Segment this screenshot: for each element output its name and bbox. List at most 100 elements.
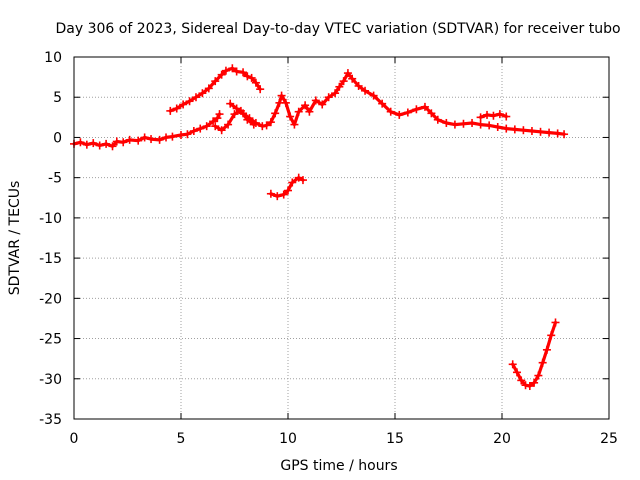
data-point <box>354 81 363 90</box>
data-series-line <box>72 112 222 148</box>
data-point <box>318 100 327 109</box>
data-point <box>286 112 295 121</box>
data-point <box>502 112 511 121</box>
data-point <box>243 115 252 124</box>
chart-title: Day 306 of 2023, Sidereal Day-to-day VTE… <box>55 21 620 37</box>
data-point <box>378 99 387 108</box>
data-point <box>125 135 134 144</box>
data-point <box>301 101 310 110</box>
data-point <box>209 117 218 126</box>
data-point <box>305 107 314 116</box>
data-point <box>525 382 534 391</box>
data-point <box>251 78 260 87</box>
data-point <box>112 137 121 146</box>
data-point <box>288 178 297 187</box>
data-point <box>538 358 547 367</box>
x-tick-label: 20 <box>493 431 511 447</box>
data-point <box>162 133 171 142</box>
x-tick-labels: 0 5 10 15 20 25 <box>70 431 618 447</box>
data-point <box>545 128 554 137</box>
data-point <box>191 93 200 102</box>
data-point <box>284 186 292 195</box>
data-point <box>232 67 241 76</box>
y-tick-label: -35 <box>39 412 62 428</box>
data-point <box>495 110 504 119</box>
data-point <box>331 89 340 98</box>
data-point <box>277 91 286 100</box>
data-point <box>468 118 477 127</box>
data-point <box>189 127 198 136</box>
y-tick-labels: -35 -30 -25 -20 -15 -10 -5 0 5 10 <box>39 50 62 428</box>
y-tick-label: -5 <box>48 171 62 187</box>
data-point <box>290 120 299 129</box>
data-point <box>177 131 185 140</box>
data-point <box>239 68 248 77</box>
data-point <box>215 110 224 119</box>
data-point <box>279 190 288 199</box>
x-tick-label: 25 <box>600 431 618 447</box>
data-point <box>228 64 237 73</box>
data-point <box>311 96 320 105</box>
data-point <box>155 135 164 144</box>
data-point <box>232 104 241 113</box>
y-tick-label: -20 <box>39 291 62 307</box>
data-point <box>403 108 412 117</box>
data-point <box>476 113 485 122</box>
data-point <box>258 122 267 131</box>
x-tick-label: 0 <box>70 431 79 447</box>
data-point <box>224 120 233 129</box>
data-point <box>273 192 282 201</box>
data-point <box>493 122 502 131</box>
data-point <box>521 381 530 390</box>
data-point <box>512 368 521 377</box>
data-point <box>294 107 303 116</box>
data-point <box>204 84 213 93</box>
data-point <box>172 104 181 113</box>
data-point <box>230 110 239 119</box>
data-point <box>166 106 175 115</box>
y-tick-label: -15 <box>39 251 62 267</box>
data-point <box>256 85 265 94</box>
data-point <box>519 126 528 135</box>
data-point <box>168 132 177 141</box>
x-tick-label: 10 <box>279 431 297 447</box>
data-point <box>76 138 85 147</box>
x-axis-title: GPS time / hours <box>280 458 397 474</box>
y-tick-label: 5 <box>53 90 62 106</box>
plot-frame <box>73 56 610 420</box>
data-point <box>395 110 404 119</box>
data-point <box>361 86 370 95</box>
grid <box>74 57 609 419</box>
data-point <box>450 120 459 129</box>
data-point <box>140 133 149 142</box>
data-point <box>179 100 188 109</box>
data-point <box>243 72 252 81</box>
data-point <box>536 127 545 136</box>
data-point <box>427 109 436 118</box>
data-point <box>249 120 258 129</box>
data-point <box>527 127 536 136</box>
data-point <box>298 176 307 185</box>
x-tick-label: 5 <box>177 431 186 447</box>
data-point <box>489 111 498 120</box>
data-point <box>183 130 192 139</box>
x-tick-label: 15 <box>386 431 404 447</box>
data-point <box>551 318 560 327</box>
data-point <box>294 173 303 182</box>
data-point <box>420 102 429 111</box>
data-point <box>266 189 275 198</box>
data-point <box>147 135 156 144</box>
axis-ticks <box>73 56 610 420</box>
data-point <box>534 371 543 380</box>
data-point <box>213 114 222 123</box>
data-point <box>266 118 275 127</box>
data-point <box>343 69 352 78</box>
data-point <box>247 73 256 82</box>
data-point <box>185 97 194 106</box>
data-point <box>560 130 569 139</box>
data-point <box>476 120 485 129</box>
data-point <box>335 82 344 91</box>
data-point <box>134 136 143 145</box>
data-point <box>271 109 280 118</box>
data-point <box>221 66 230 75</box>
